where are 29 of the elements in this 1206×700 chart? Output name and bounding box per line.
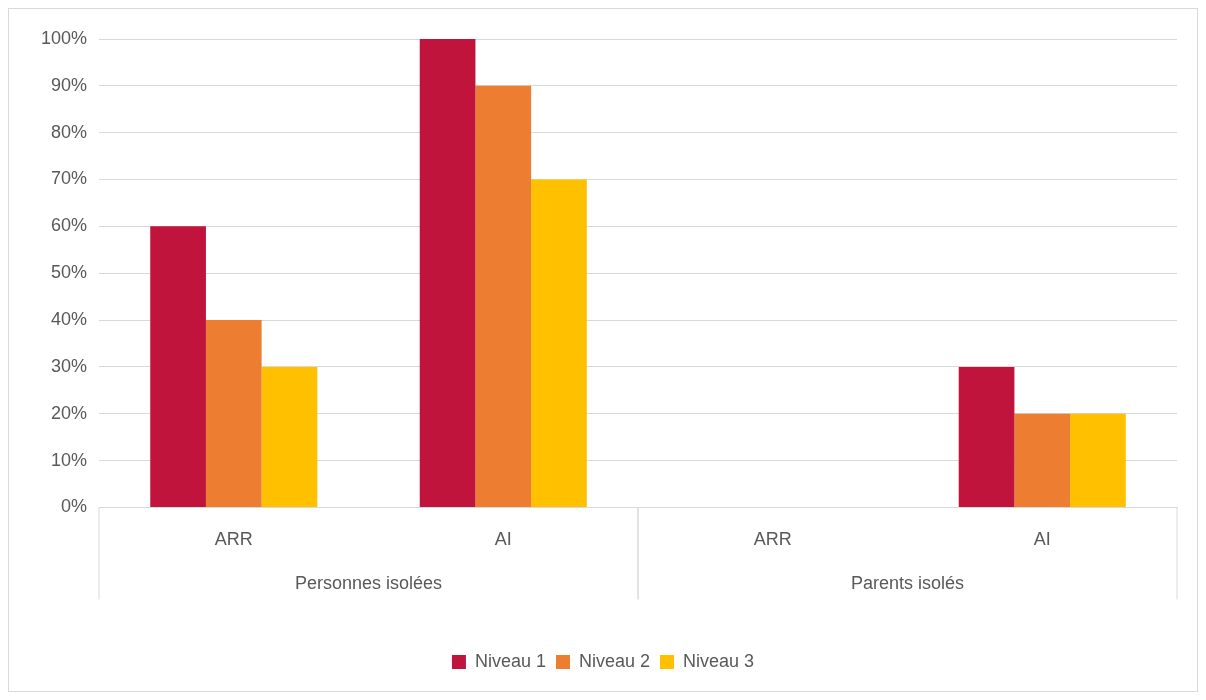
- legend-label: Niveau 1: [474, 650, 546, 671]
- y-tick-label: 50%: [51, 262, 88, 283]
- y-tick-label: 40%: [51, 309, 88, 330]
- y-tick-label: 90%: [51, 74, 88, 95]
- bar: [150, 226, 206, 507]
- y-tick-label: 20%: [51, 402, 88, 423]
- bar: [205, 320, 262, 507]
- x-tick-label: AI: [494, 529, 512, 550]
- bar: [1014, 413, 1071, 507]
- text: Parents isolés: [850, 573, 965, 594]
- y-tick-label: 30%: [51, 355, 88, 376]
- y-tick-label: 100%: [40, 27, 88, 48]
- y-tick-label: 60%: [51, 215, 88, 236]
- bar: [475, 85, 532, 507]
- bar: [531, 179, 587, 507]
- y-tick-label: 70%: [51, 168, 88, 189]
- bar: [419, 39, 476, 507]
- y-tick-label: 10%: [51, 449, 88, 470]
- legend-label: Niveau 2: [578, 650, 651, 671]
- y-tick-label: 0%: [61, 496, 88, 517]
- bar: [1070, 413, 1126, 507]
- text: Personnes isolées: [294, 573, 443, 594]
- x-tick-label: ARR: [214, 529, 253, 550]
- x-tick-label: ARR: [753, 529, 792, 550]
- y-tick-label: 80%: [51, 121, 88, 142]
- bar: [958, 366, 1015, 507]
- x-tick-label: AI: [1033, 529, 1051, 550]
- legend-label: Niveau 3: [683, 650, 755, 671]
- bar: [261, 366, 318, 507]
